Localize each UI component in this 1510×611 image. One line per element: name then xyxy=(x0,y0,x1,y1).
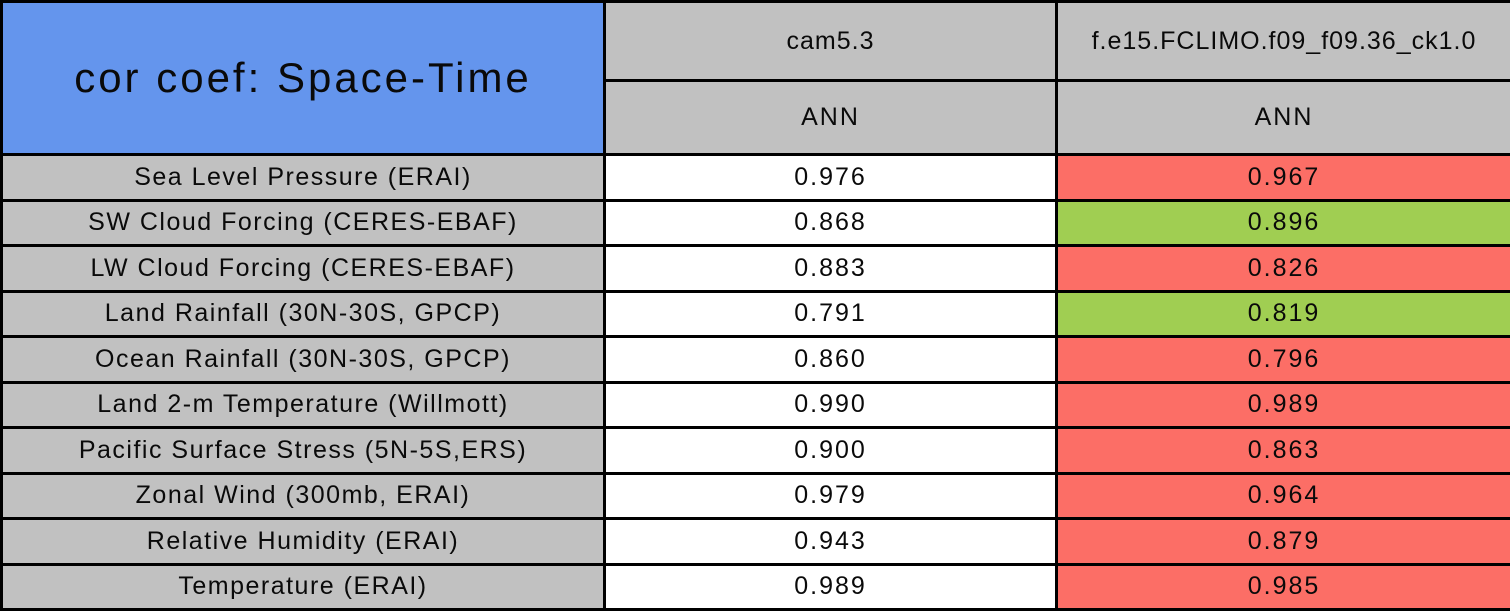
model-header-test-case: f.e15.FCLIMO.f09_f09.36_ck1.0 xyxy=(1055,0,1510,82)
value-cam53: 0.900 xyxy=(603,426,1058,475)
value-cam53: 0.883 xyxy=(603,244,1058,293)
value-cam53: 0.868 xyxy=(603,198,1058,247)
row-label: LW Cloud Forcing (CERES-EBAF) xyxy=(0,244,606,293)
header-row-seasons: ANN ANN xyxy=(2,79,1510,156)
value-cam53: 0.860 xyxy=(603,335,1058,384)
row-label: SW Cloud Forcing (CERES-EBAF) xyxy=(0,198,606,247)
model-header-cam53: cam5.3 xyxy=(603,0,1058,82)
row-label: Zonal Wind (300mb, ERAI) xyxy=(0,471,606,520)
value-cam53: 0.976 xyxy=(603,153,1058,202)
value-test-case: 0.985 xyxy=(1055,562,1510,611)
value-test-case: 0.967 xyxy=(1055,153,1510,202)
table-header: cor coef: Space-Time cam5.3 f.e15.FCLIMO… xyxy=(0,0,1510,156)
table-title: cor coef: Space-Time xyxy=(0,0,606,156)
season-header-test-case: ANN xyxy=(1055,79,1510,156)
table-row: Zonal Wind (300mb, ERAI) 0.979 0.964 xyxy=(0,471,1510,520)
value-test-case: 0.879 xyxy=(1055,517,1510,566)
row-label: Land Rainfall (30N-30S, GPCP) xyxy=(0,289,606,338)
row-label: Relative Humidity (ERAI) xyxy=(0,517,606,566)
table-row: Temperature (ERAI) 0.989 0.985 xyxy=(0,562,1510,611)
table-row: Land 2-m Temperature (Willmott) 0.990 0.… xyxy=(0,380,1510,429)
table-row: Ocean Rainfall (30N-30S, GPCP) 0.860 0.7… xyxy=(0,335,1510,384)
table-body: Sea Level Pressure (ERAI) 0.976 0.967 SW… xyxy=(0,153,1510,611)
value-cam53: 0.990 xyxy=(603,380,1058,429)
row-label: Land 2-m Temperature (Willmott) xyxy=(0,380,606,429)
value-cam53: 0.979 xyxy=(603,471,1058,520)
value-test-case: 0.819 xyxy=(1055,289,1510,338)
value-test-case: 0.863 xyxy=(1055,426,1510,475)
row-label: Temperature (ERAI) xyxy=(0,562,606,611)
row-label: Sea Level Pressure (ERAI) xyxy=(0,153,606,202)
value-test-case: 0.796 xyxy=(1055,335,1510,384)
row-label: Pacific Surface Stress (5N-5S,ERS) xyxy=(0,426,606,475)
row-label: Ocean Rainfall (30N-30S, GPCP) xyxy=(0,335,606,384)
table-row: LW Cloud Forcing (CERES-EBAF) 0.883 0.82… xyxy=(0,244,1510,293)
table-row: SW Cloud Forcing (CERES-EBAF) 0.868 0.89… xyxy=(0,198,1510,247)
value-cam53: 0.989 xyxy=(603,562,1058,611)
value-cam53: 0.943 xyxy=(603,517,1058,566)
table-row: Land Rainfall (30N-30S, GPCP) 0.791 0.81… xyxy=(0,289,1510,338)
value-test-case: 0.826 xyxy=(1055,244,1510,293)
table-row: Sea Level Pressure (ERAI) 0.976 0.967 xyxy=(0,153,1510,202)
value-test-case: 0.989 xyxy=(1055,380,1510,429)
value-cam53: 0.791 xyxy=(603,289,1058,338)
table-row: Relative Humidity (ERAI) 0.943 0.879 xyxy=(0,517,1510,566)
table-row: Pacific Surface Stress (5N-5S,ERS) 0.900… xyxy=(0,426,1510,475)
value-test-case: 0.896 xyxy=(1055,198,1510,247)
value-test-case: 0.964 xyxy=(1055,471,1510,520)
header-row-models: cor coef: Space-Time cam5.3 f.e15.FCLIMO… xyxy=(0,0,1510,156)
season-header-cam53: ANN xyxy=(603,79,1058,156)
